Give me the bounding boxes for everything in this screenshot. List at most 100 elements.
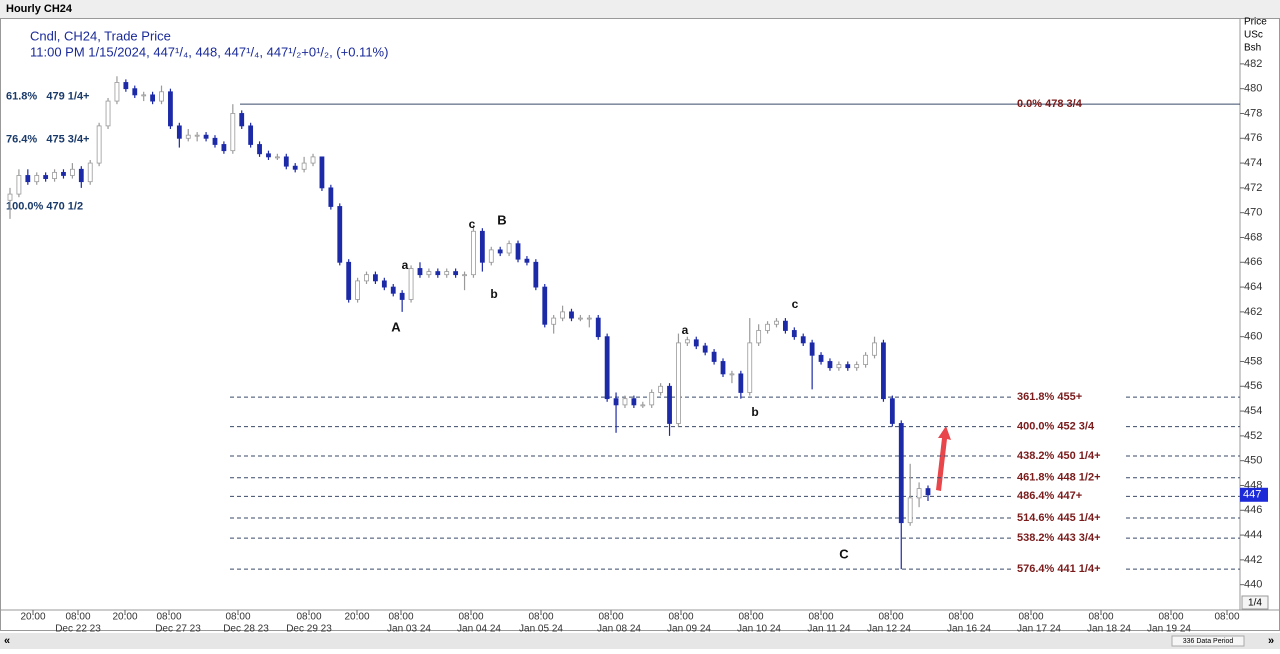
candle-body	[533, 261, 539, 288]
candle-body	[159, 91, 164, 102]
page-box[interactable]	[1241, 595, 1269, 610]
candle-body	[212, 137, 218, 145]
candle-body	[292, 165, 298, 170]
fib-label-bg	[1014, 390, 1126, 405]
x-tick-label: 08:00	[388, 612, 413, 623]
candle-body	[301, 162, 307, 170]
candle-body	[87, 162, 93, 183]
x-date-label: Dec 28 23	[223, 624, 269, 635]
candle-body	[266, 153, 271, 158]
level-label: 0.0% 478 3/4	[1017, 98, 1083, 110]
candle-body	[693, 339, 699, 347]
x-tick-label: 08:00	[225, 612, 250, 623]
x-date-label: Jan 09 24	[667, 624, 711, 635]
x-tick-label: 20:00	[344, 612, 369, 623]
x-date-label: Dec 22 23	[55, 624, 101, 635]
fib-label: 461.8% 448 1/2+	[1017, 472, 1101, 484]
y-tick-label: 454	[1244, 405, 1262, 417]
candle-body	[818, 354, 824, 362]
candle-body	[658, 385, 664, 393]
candle-body	[827, 361, 833, 369]
x-tick-label: 08:00	[738, 612, 763, 623]
x-date-label: Jan 19 24	[1147, 624, 1191, 635]
candle-body	[105, 100, 111, 127]
candle-body	[221, 144, 227, 152]
scroll-left[interactable]: «	[4, 635, 10, 647]
wave-label: a	[682, 323, 689, 337]
fib-label: 576.4% 441 1/4+	[1017, 563, 1101, 575]
fib-label-bg	[1014, 562, 1126, 577]
candle-body	[185, 134, 191, 139]
candle-body	[613, 398, 619, 406]
candle-body	[756, 330, 762, 344]
candle-body	[52, 171, 57, 179]
candle-body	[453, 271, 459, 276]
candle-body	[150, 94, 156, 102]
candle-body	[524, 258, 530, 263]
x-tick-label: 08:00	[296, 612, 321, 623]
x-date-label: Jan 10 24	[737, 624, 781, 635]
x-tick-label: 20:00	[20, 612, 45, 623]
candle-body	[337, 206, 343, 263]
candle-body	[399, 292, 405, 300]
fib-label: 438.2% 450 1/4+	[1017, 450, 1101, 462]
scroll-right[interactable]: »	[1268, 635, 1274, 647]
y-tick-label: 468	[1244, 231, 1262, 243]
candle-body	[542, 286, 548, 325]
candle-body	[578, 317, 583, 320]
wave-label: a	[402, 258, 409, 272]
candle-body	[203, 134, 209, 139]
candle-body	[25, 175, 31, 183]
candle-body	[702, 345, 708, 353]
candle-body	[310, 156, 316, 164]
candle-body	[560, 311, 565, 319]
fib-label-bg	[1014, 531, 1126, 546]
candle-body	[381, 280, 387, 288]
candle-body	[569, 311, 574, 319]
candle-body	[845, 364, 851, 369]
page-label[interactable]: 1/4	[1248, 598, 1262, 609]
x-tick-label: 20:00	[112, 612, 137, 623]
y-tick-label: 444	[1244, 529, 1262, 541]
candle-body	[809, 342, 815, 356]
candle-body	[854, 364, 860, 369]
y-tick-label: 472	[1244, 182, 1262, 194]
candle-body	[863, 354, 869, 365]
candle-body	[141, 94, 147, 97]
x-tick-label: 08:00	[65, 612, 90, 623]
y-tick-label: 466	[1244, 256, 1262, 268]
last-price-label: 447	[1243, 489, 1261, 501]
wave-label: A	[391, 319, 401, 334]
left-level-label: 76.4% 475 3/4+	[6, 134, 89, 146]
x-tick-label: 08:00	[1018, 612, 1043, 623]
x-tick-label: 08:00	[668, 612, 693, 623]
wave-label: c	[469, 217, 476, 231]
candle-body	[444, 271, 450, 276]
candle-body	[738, 373, 744, 393]
candle-body	[355, 280, 360, 300]
y-tick-label: 460	[1244, 331, 1262, 343]
scroll-bar[interactable]	[0, 633, 1280, 649]
candle-body	[373, 274, 378, 282]
candle-body	[622, 398, 628, 406]
x-date-label: Jan 08 24	[597, 624, 641, 635]
x-date-label: Jan 03 24	[387, 624, 431, 635]
candle-body	[462, 274, 467, 277]
candle-body	[515, 243, 521, 260]
fib-label-bg	[1014, 511, 1126, 526]
candle-body	[69, 168, 75, 176]
fib-label: 514.6% 445 1/4+	[1017, 512, 1101, 524]
candle-body	[328, 187, 334, 207]
candle-body	[390, 286, 396, 294]
candle-body	[711, 351, 717, 362]
wave-label: c	[792, 297, 799, 311]
y-tick-label: 458	[1244, 355, 1262, 367]
legend-line: Cndl, CH24, Trade Price	[30, 28, 171, 43]
candle-body	[239, 113, 245, 127]
y-tick-label: 470	[1244, 207, 1262, 219]
x-date-label: Dec 27 23	[155, 624, 201, 635]
candle-body	[435, 271, 441, 276]
x-tick-label: 08:00	[948, 612, 973, 623]
candle-body	[791, 330, 797, 338]
